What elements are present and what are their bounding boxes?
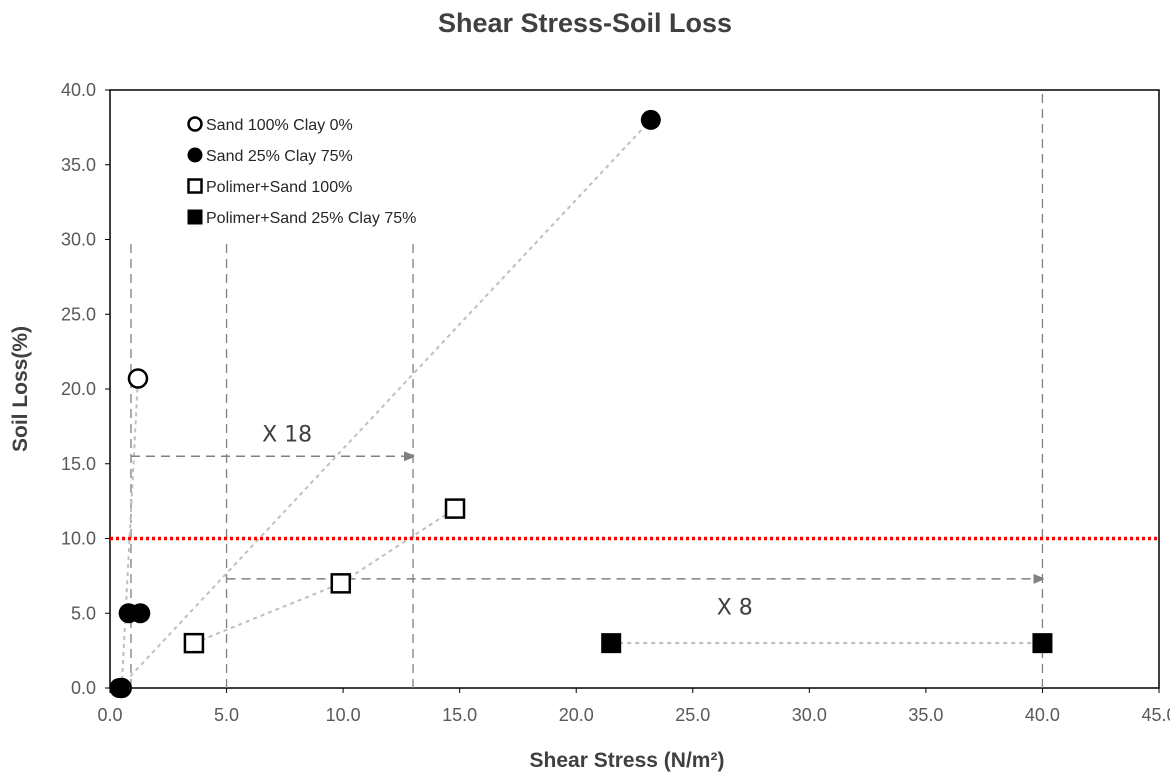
chart-title: Shear Stress-Soil Loss xyxy=(437,8,733,38)
data-point-filled-square xyxy=(1032,633,1053,654)
y-tick-label: 10.0 xyxy=(61,529,96,549)
x-axis-title: Shear Stress (N/m²) xyxy=(530,749,725,772)
x-tick-label: 40.0 xyxy=(1025,705,1060,725)
data-point-open-square xyxy=(444,498,466,519)
x-tick-label: 5.0 xyxy=(214,705,239,725)
data-point-open-square xyxy=(183,632,205,654)
x-tick-label: 10.0 xyxy=(326,705,361,725)
annotation-label: X 18 xyxy=(262,422,312,447)
x-tick-label: 35.0 xyxy=(908,705,943,725)
y-tick-label: 5.0 xyxy=(71,603,96,623)
y-tick-label: 40.0 xyxy=(61,80,96,100)
y-tick-label: 30.0 xyxy=(61,230,96,250)
y-tick-label: 0.0 xyxy=(71,678,96,698)
legend-label: Sand 25% Clay 75% xyxy=(206,148,353,165)
data-point-filled-circle xyxy=(640,109,661,130)
y-tick-label: 20.0 xyxy=(61,379,96,399)
data-point-open-circle xyxy=(127,368,149,389)
legend-marker-open-circle xyxy=(187,116,203,132)
y-tick-label: 15.0 xyxy=(61,454,96,474)
x-tick-label: 30.0 xyxy=(792,705,827,725)
legend-label: Polimer+Sand 100% xyxy=(206,179,352,196)
data-point-filled-circle xyxy=(130,603,151,624)
annotation-label: X 8 xyxy=(717,596,753,621)
data-point-filled-circle xyxy=(109,678,130,698)
data-point-open-square xyxy=(330,573,352,594)
x-tick-label: 15.0 xyxy=(442,705,477,725)
legend-marker-filled-square xyxy=(187,209,203,225)
y-axis-title: Soil Loss(%) xyxy=(9,326,32,452)
y-tick-label: 25.0 xyxy=(61,304,96,324)
x-tick-label: 25.0 xyxy=(675,705,710,725)
y-tick-label: 35.0 xyxy=(61,155,96,175)
x-tick-label: 0.0 xyxy=(97,705,122,725)
trend-line-3 xyxy=(193,507,456,645)
trend-line-2 xyxy=(120,378,139,689)
x-tick-label: 45.0 xyxy=(1141,705,1170,725)
legend-marker-open-square xyxy=(187,178,203,194)
legend-label: Sand 100% Clay 0% xyxy=(206,117,353,134)
legend-label: Polimer+Sand 25% Clay 75% xyxy=(206,210,416,227)
legend-marker-filled-circle xyxy=(187,147,203,163)
x-tick-label: 20.0 xyxy=(559,705,594,725)
trend-line-1 xyxy=(118,119,652,689)
data-point-filled-square xyxy=(601,633,622,654)
